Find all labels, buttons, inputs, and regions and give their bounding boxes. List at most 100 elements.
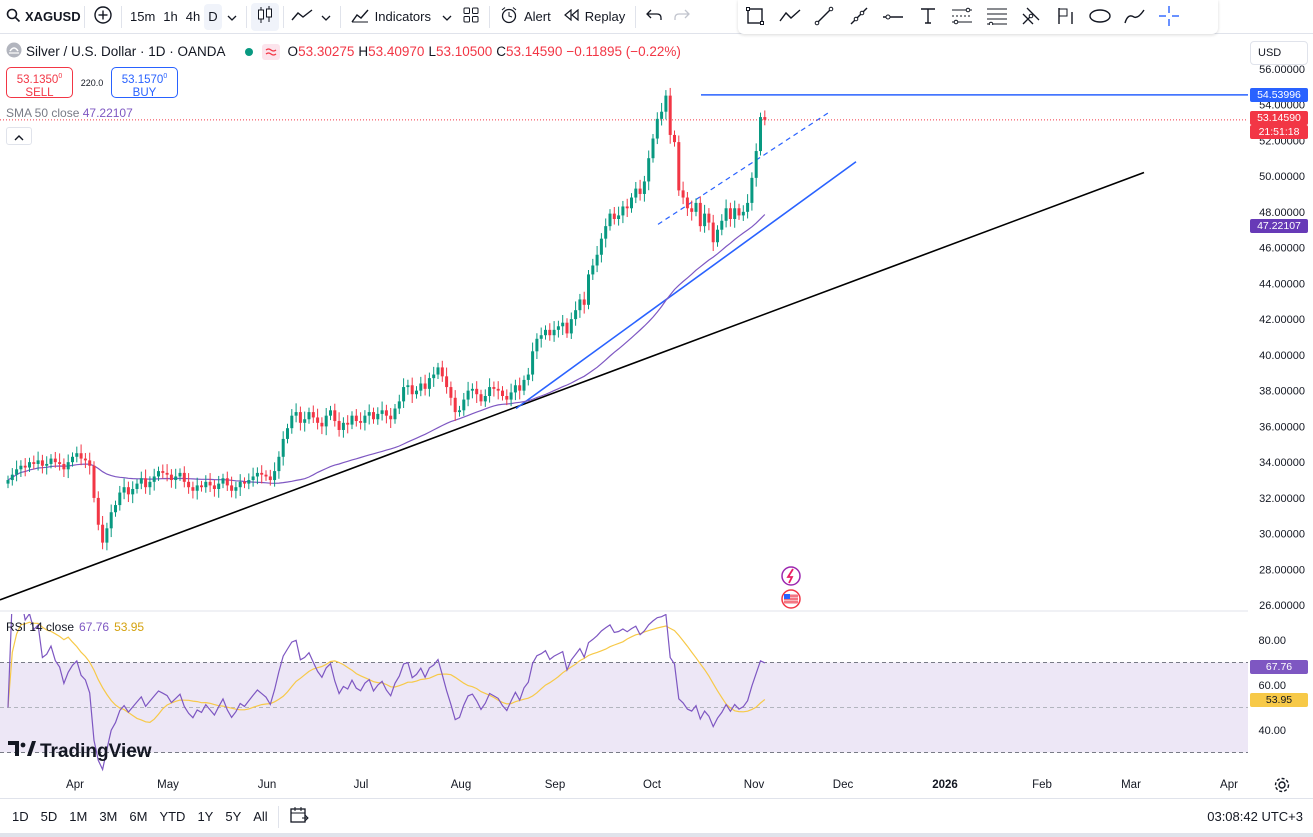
interval-4h[interactable]: 4h: [185, 9, 201, 24]
candle: [539, 327, 543, 348]
alert-button[interactable]: Alert: [494, 0, 557, 34]
symbol-search[interactable]: XAGUSD: [0, 0, 81, 34]
fib-tool[interactable]: [980, 0, 1015, 34]
sell-button[interactable]: 53.13500 SELL: [6, 67, 73, 99]
sma-legend[interactable]: SMA 50 close 47.22107: [6, 106, 133, 120]
undo-button[interactable]: [640, 0, 668, 34]
candle: [144, 469, 148, 494]
plus-circle-icon: [93, 5, 113, 28]
ray-tool[interactable]: [842, 0, 877, 34]
us-flag-icon[interactable]: [781, 589, 801, 609]
redo-button[interactable]: [668, 0, 696, 34]
market-status-dot[interactable]: [240, 43, 258, 61]
candle: [195, 477, 199, 500]
time-label: Nov: [743, 779, 765, 791]
range-ytd[interactable]: YTD: [159, 809, 186, 824]
candle: [612, 207, 616, 225]
range-5y[interactable]: 5Y: [225, 809, 242, 824]
alert-label: Alert: [524, 9, 551, 24]
buy-button[interactable]: 53.15700 BUY: [111, 67, 178, 99]
candle: [139, 471, 143, 490]
currency-button[interactable]: USD: [1250, 41, 1308, 65]
trendlines[interactable]: [0, 94, 1248, 601]
price-tick-label: 44.00000: [1259, 278, 1305, 290]
interval-15m[interactable]: 15m: [130, 9, 156, 24]
chart-title[interactable]: Silver / U.S. Dollar · 1D · OANDA: [26, 44, 226, 59]
range-6m[interactable]: 6M: [129, 809, 148, 824]
chart-type-dropdown[interactable]: [316, 0, 336, 34]
interval-dropdown[interactable]: [222, 0, 242, 34]
time-label: Oct: [643, 779, 661, 791]
candles-button[interactable]: [250, 2, 279, 31]
sell-price: 53.1350: [16, 73, 59, 86]
bar-countdown: 21:51:18: [1250, 125, 1308, 139]
candle: [415, 386, 418, 399]
trendline-tool[interactable]: [807, 0, 842, 34]
candle: [406, 379, 410, 395]
range-1y[interactable]: 1Y: [197, 809, 214, 824]
candle: [234, 481, 238, 499]
candle: [432, 366, 436, 387]
pattern-tool[interactable]: [945, 0, 980, 34]
horizontal-line-tool[interactable]: [876, 0, 911, 34]
candle: [217, 475, 221, 498]
brush-tool[interactable]: [1118, 0, 1153, 34]
price-chart[interactable]: 56.0000054.0000052.0000050.0000048.00000…: [0, 34, 1313, 798]
go-to-date-button[interactable]: [283, 806, 315, 827]
wave-icon[interactable]: [261, 43, 280, 60]
candle: [294, 403, 298, 423]
price-tick-label: 56.00000: [1259, 64, 1305, 76]
logo-text: TradingView: [40, 741, 152, 762]
sma-price-label: 47.22107: [1250, 219, 1308, 233]
crosshair-tool[interactable]: [1152, 0, 1187, 34]
sell-label: SELL: [25, 86, 54, 99]
time-label: Mar: [1121, 779, 1141, 791]
candle: [204, 475, 208, 493]
flag-tool[interactable]: [1049, 0, 1084, 34]
candle: [397, 394, 401, 415]
range-1m[interactable]: 1M: [69, 809, 88, 824]
time-label-year: 2026: [932, 779, 958, 791]
event-markers[interactable]: [781, 566, 801, 609]
interval-1d[interactable]: D: [204, 3, 222, 30]
search-icon: [6, 8, 21, 26]
pitchfork-tool[interactable]: [1014, 0, 1049, 34]
candle: [316, 408, 320, 430]
layouts-button[interactable]: [457, 0, 485, 34]
candle: [161, 464, 165, 479]
rsi-tick-label: 60.00: [1258, 680, 1286, 692]
price-axis: 56.0000054.0000052.0000050.0000048.00000…: [1259, 64, 1305, 612]
collapse-legend-button[interactable]: [6, 127, 32, 145]
clock-timezone[interactable]: 03:08:42 UTC+3: [1207, 809, 1303, 824]
range-3m[interactable]: 3M: [99, 809, 118, 824]
ellipse-icon: [1088, 8, 1112, 27]
candle: [685, 191, 689, 216]
ellipse-tool[interactable]: [1083, 0, 1118, 34]
dividend-icon[interactable]: [781, 566, 801, 586]
range-5d[interactable]: 5D: [40, 809, 58, 824]
polyline-tool[interactable]: [773, 0, 808, 34]
trendline-icon: [814, 6, 834, 29]
indicators-button[interactable]: Indicators: [345, 0, 437, 34]
rectangle-tool[interactable]: [738, 0, 773, 34]
line-chart-button[interactable]: [288, 0, 316, 34]
candle: [759, 112, 762, 156]
candle: [178, 468, 182, 481]
price-tick-label: 36.00000: [1259, 421, 1305, 433]
rsi-tick-label: 40.00: [1258, 725, 1286, 737]
interval-1h[interactable]: 1h: [163, 9, 178, 24]
chart-settings-button[interactable]: [1273, 776, 1291, 797]
text-icon: [919, 7, 937, 28]
replay-button[interactable]: Replay: [557, 0, 631, 34]
compare-add-button[interactable]: [89, 0, 117, 34]
range-all[interactable]: All: [253, 809, 268, 824]
candle: [174, 468, 178, 489]
text-tool[interactable]: [911, 0, 946, 34]
candle: [754, 143, 758, 187]
rsi-ma-label: 53.95: [1250, 693, 1308, 707]
rsi-legend[interactable]: RSI 14 close 67.76 53.95: [6, 620, 144, 634]
range-1d[interactable]: 1D: [12, 809, 29, 824]
indicators-dropdown[interactable]: [437, 0, 457, 34]
rsi-ma-line: [7, 621, 766, 724]
candle: [19, 460, 23, 478]
